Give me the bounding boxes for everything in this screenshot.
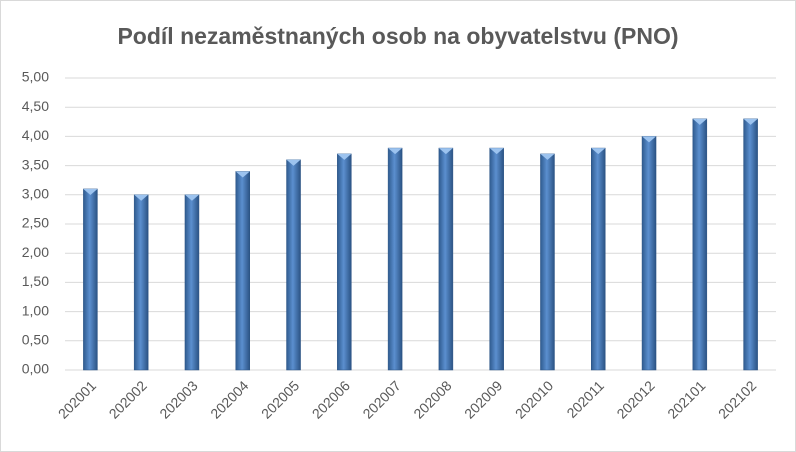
y-tick-label: 4,00 [22,127,49,143]
y-tick-label: 1,50 [22,273,49,289]
bar-top [134,194,149,201]
y-tick-label: 4,50 [22,98,49,114]
y-tick-label: 2,00 [22,244,49,260]
bar-top [743,118,758,125]
bar [387,147,403,371]
y-tick-label: 3,50 [22,156,49,172]
bar-top [388,148,403,155]
bar [286,159,301,371]
bar-top [438,148,453,155]
bar [133,194,149,371]
y-tick-label: 0,00 [22,361,49,377]
bar-top [642,136,657,143]
bar [489,147,504,371]
bar-top [83,188,98,195]
y-tick-label: 1,00 [22,302,49,318]
bar-top [286,159,301,166]
bar-top [337,153,352,160]
bar [438,147,454,371]
bar [743,118,758,371]
bar-top [692,118,707,125]
bar [83,188,98,371]
chart-title: Podíl nezaměstnaných osob na obyvatelstv… [117,23,678,49]
bar [692,118,708,371]
bar-top [591,148,606,155]
bar [540,153,555,371]
bar [235,171,250,371]
y-tick-label: 3,00 [22,186,49,202]
bar [184,194,200,371]
y-tick-label: 0,50 [22,332,49,348]
bar-top [235,171,250,178]
y-tick-label: 5,00 [22,69,49,85]
bar [641,136,657,371]
y-tick-label: 2,50 [22,215,49,231]
bar-top [540,153,555,160]
bar-top [489,148,504,155]
bar [337,153,352,371]
bar-top [184,194,199,201]
bar [591,147,606,371]
